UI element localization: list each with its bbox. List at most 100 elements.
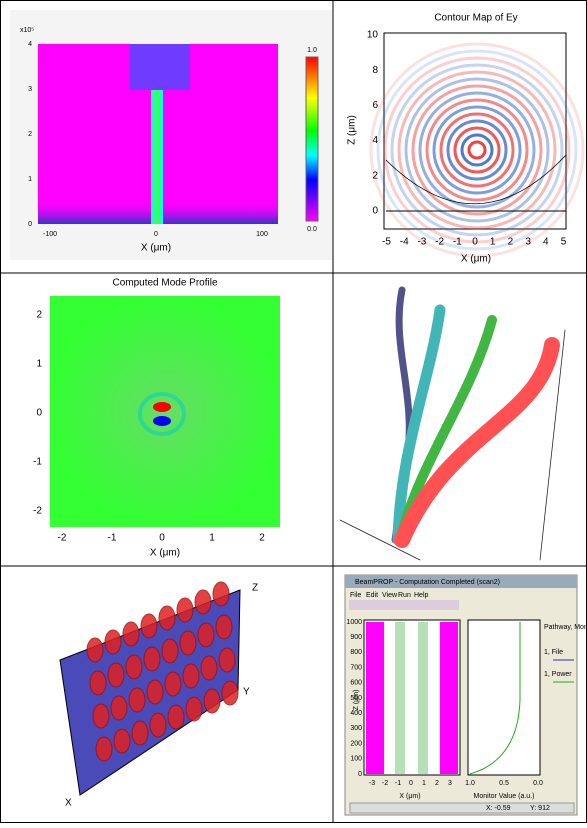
cylinder xyxy=(194,589,212,615)
x-tick-label: -3 xyxy=(369,780,375,787)
x-tick-label: 5 xyxy=(561,237,567,248)
status-bar xyxy=(349,802,575,814)
x-tick-label: 100 xyxy=(256,231,268,238)
x-tick-label: 0 xyxy=(159,533,165,544)
y-tick-label: 0 xyxy=(372,206,378,217)
ring xyxy=(383,56,571,244)
exp: x10⁵ xyxy=(20,27,34,34)
curve xyxy=(385,154,567,205)
y-tick-label: 0 xyxy=(358,771,362,778)
cylinder xyxy=(212,581,230,607)
x-tick-label: 3 xyxy=(448,780,452,787)
ring xyxy=(460,133,494,167)
lobe xyxy=(153,402,171,412)
y-tick-label: 100 xyxy=(350,756,362,763)
cylinder xyxy=(185,696,203,722)
y-tick-label: 4 xyxy=(372,135,378,146)
cylinder xyxy=(86,637,104,663)
x-tick-label: -2 xyxy=(435,237,444,248)
ring xyxy=(467,140,487,160)
tubes xyxy=(339,286,566,561)
x-label: X (μm) xyxy=(399,793,420,800)
cylinder xyxy=(125,654,143,680)
y-tick-label: 10 xyxy=(367,30,379,41)
cylinder xyxy=(215,614,233,640)
menu-item[interactable]: File xyxy=(350,592,361,599)
x-tick-label: 1 xyxy=(490,237,496,248)
y-tick-label: 4 xyxy=(28,41,32,48)
x-tick-label: -1 xyxy=(108,533,117,544)
y-tick-label: 700 xyxy=(350,664,362,671)
x-tick-label: -1 xyxy=(395,780,401,787)
x-tick-label: 0 xyxy=(154,231,158,238)
status: X: -0.59 xyxy=(486,805,511,812)
clad xyxy=(440,622,458,774)
x-tick-label: 3 xyxy=(525,237,531,248)
y-tick-label: 600 xyxy=(350,680,362,687)
y-tick-label: -2 xyxy=(33,506,42,517)
axis-x: X xyxy=(65,798,72,809)
cylinder xyxy=(95,736,113,762)
cylinder xyxy=(143,646,161,672)
x-tick-label: 2 xyxy=(259,533,265,544)
lobe xyxy=(153,416,171,426)
halo xyxy=(138,392,186,436)
legend-entry: 1, Power xyxy=(544,671,572,678)
y-label: Z (μm) xyxy=(347,115,358,145)
x-label: X (μm) xyxy=(141,243,171,254)
x-tick-label: -3 xyxy=(417,237,426,248)
legend-entry: Pathway, Monitor: xyxy=(544,624,587,631)
cylinder xyxy=(200,655,218,681)
core xyxy=(418,622,428,774)
monitor-plot xyxy=(467,619,541,776)
x-tick-label: 0.5 xyxy=(499,780,509,787)
cylinder xyxy=(128,687,146,713)
legend-entry: 1, File xyxy=(544,649,563,656)
cylinder xyxy=(203,688,221,714)
menu-item[interactable]: Run xyxy=(398,592,411,599)
x-label: X (μm) xyxy=(150,548,180,559)
y-tick-label: 800 xyxy=(350,649,362,656)
y-tick-label: 1000 xyxy=(346,619,362,626)
y-tick-label: 500 xyxy=(350,695,362,702)
cylinder xyxy=(221,680,239,706)
title: Contour Map of Ey xyxy=(434,13,517,24)
menu-item[interactable]: Edit xyxy=(366,592,378,599)
toolbar[interactable] xyxy=(349,600,459,610)
menu-item[interactable]: View xyxy=(382,592,398,599)
ring xyxy=(425,98,529,202)
axis-y: Y xyxy=(243,687,250,698)
ring xyxy=(369,42,585,258)
cylinder xyxy=(107,662,125,688)
x-tick-label: 0 xyxy=(472,237,478,248)
ring xyxy=(376,49,578,251)
cylinder xyxy=(110,695,128,721)
plot-area xyxy=(383,32,567,230)
y-tick-label: 8 xyxy=(372,65,378,76)
y-tick-label: 400 xyxy=(350,710,362,717)
ring xyxy=(439,112,515,188)
y-tick-label: 3 xyxy=(28,86,32,93)
cylinder xyxy=(197,622,215,648)
y-tick-label: 1 xyxy=(28,176,32,183)
x-tick-label: 4 xyxy=(543,237,549,248)
x-tick-label: -1 xyxy=(453,237,462,248)
y-tick-label: 0 xyxy=(28,221,32,228)
menu-item[interactable]: Help xyxy=(414,592,429,599)
x-tick-label: -2 xyxy=(58,533,67,544)
contour-rings xyxy=(369,42,585,258)
cylinder xyxy=(182,663,200,689)
cylinder xyxy=(218,647,236,673)
x-tick-label: 0 xyxy=(409,780,413,787)
cylinder xyxy=(104,629,122,655)
cylinder xyxy=(131,720,149,746)
ring xyxy=(404,77,550,223)
cylinder xyxy=(179,630,197,656)
cbar-min: 0.0 xyxy=(307,226,317,233)
title: Computed Mode Profile xyxy=(112,278,217,289)
cylinder xyxy=(89,670,107,696)
y-tick-label: 2 xyxy=(372,170,378,181)
cylinder xyxy=(146,679,164,705)
cylinder xyxy=(122,621,140,647)
y-tick-label: 0 xyxy=(36,408,42,419)
